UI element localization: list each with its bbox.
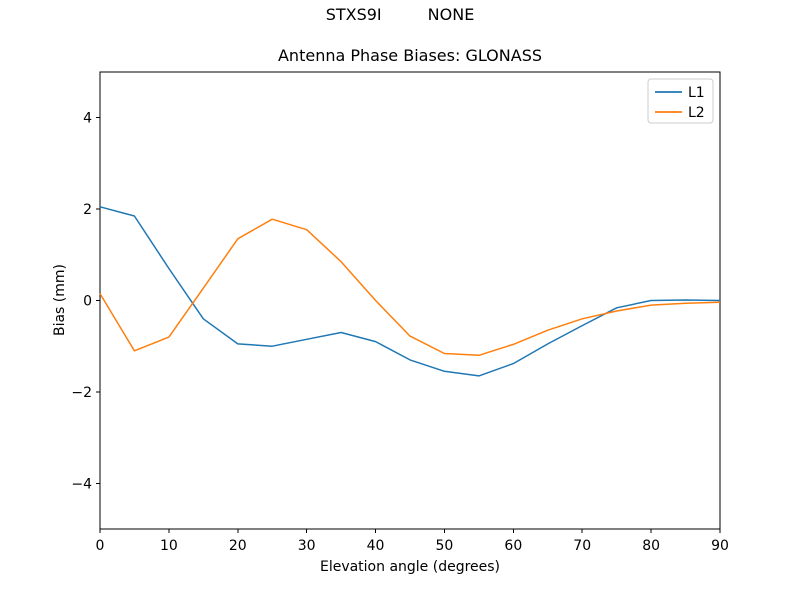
suptitle-station-id: STXS9I [325, 5, 382, 24]
x-tick-label: 20 [229, 538, 247, 554]
y-tick-label: 2 [83, 202, 92, 218]
x-tick-label: 90 [711, 538, 729, 554]
y-tick-label: −2 [71, 385, 92, 401]
x-axis-label: Elevation angle (degrees) [319, 559, 501, 575]
figure-suptitle: STXS9I NONE [0, 6, 800, 24]
suptitle-radome: NONE [427, 5, 475, 24]
series-line-l1 [99, 206, 721, 377]
x-tick-label: 60 [504, 538, 522, 554]
x-tick-label: 10 [160, 538, 178, 554]
x-tick-label: 30 [298, 538, 316, 554]
x-tick-label: 0 [96, 538, 105, 554]
series-line-l2 [99, 218, 721, 357]
y-tick-label: 4 [83, 111, 92, 127]
x-tick-label: 80 [642, 538, 660, 554]
x-tick-label: 40 [367, 538, 385, 554]
x-tick-label: 50 [436, 538, 454, 554]
legend-label-l1: L1 [688, 85, 705, 101]
y-tick-label: 0 [83, 294, 92, 310]
y-tick-label: −4 [71, 476, 92, 492]
x-tick-label: 70 [573, 538, 591, 554]
axes-frame [99, 71, 721, 530]
legend-label-l2: L2 [688, 105, 705, 121]
chart-title: Antenna Phase Biases: GLONASS [277, 46, 542, 65]
